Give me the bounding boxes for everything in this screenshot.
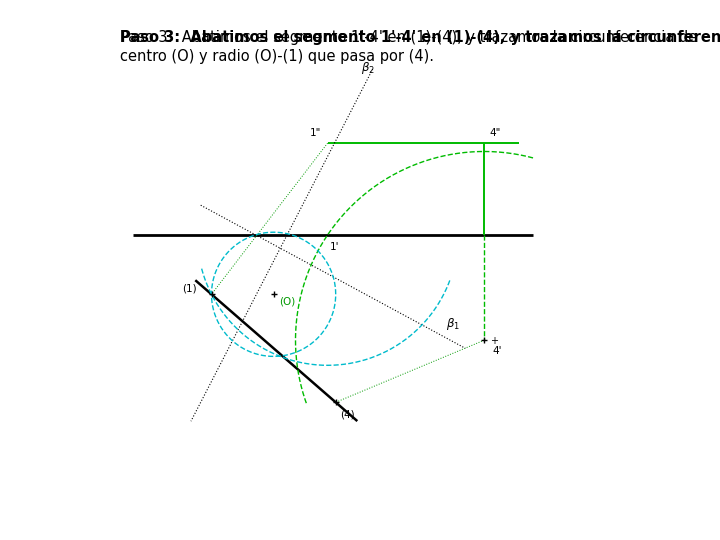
Text: 1': 1' [330, 242, 340, 252]
Text: 4': 4' [492, 346, 502, 356]
Text: +: + [490, 336, 498, 346]
Text: (O): (O) [279, 296, 295, 306]
Text: (4): (4) [340, 409, 355, 420]
Text: Paso 3:  Abatimos el segmento 1'-4' en (1)-(4), y trazamos la circunferencia de: Paso 3: Abatimos el segmento 1'-4' en (1… [120, 30, 720, 45]
Text: (1): (1) [181, 284, 197, 294]
Text: $\beta_1$: $\beta_1$ [446, 316, 460, 332]
Text: 4": 4" [490, 128, 501, 138]
Text: $\beta_2$: $\beta_2$ [361, 59, 375, 76]
Text: Paso 3:  Abatimos el segmento 1'-4' en (1)-(4), y trazamos la circunferencia de: Paso 3: Abatimos el segmento 1'-4' en (1… [120, 30, 697, 45]
Text: centro (O) y radio (O)-(1) que pasa por (4).: centro (O) y radio (O)-(1) que pasa por … [120, 49, 433, 64]
Text: 1": 1" [310, 128, 321, 138]
